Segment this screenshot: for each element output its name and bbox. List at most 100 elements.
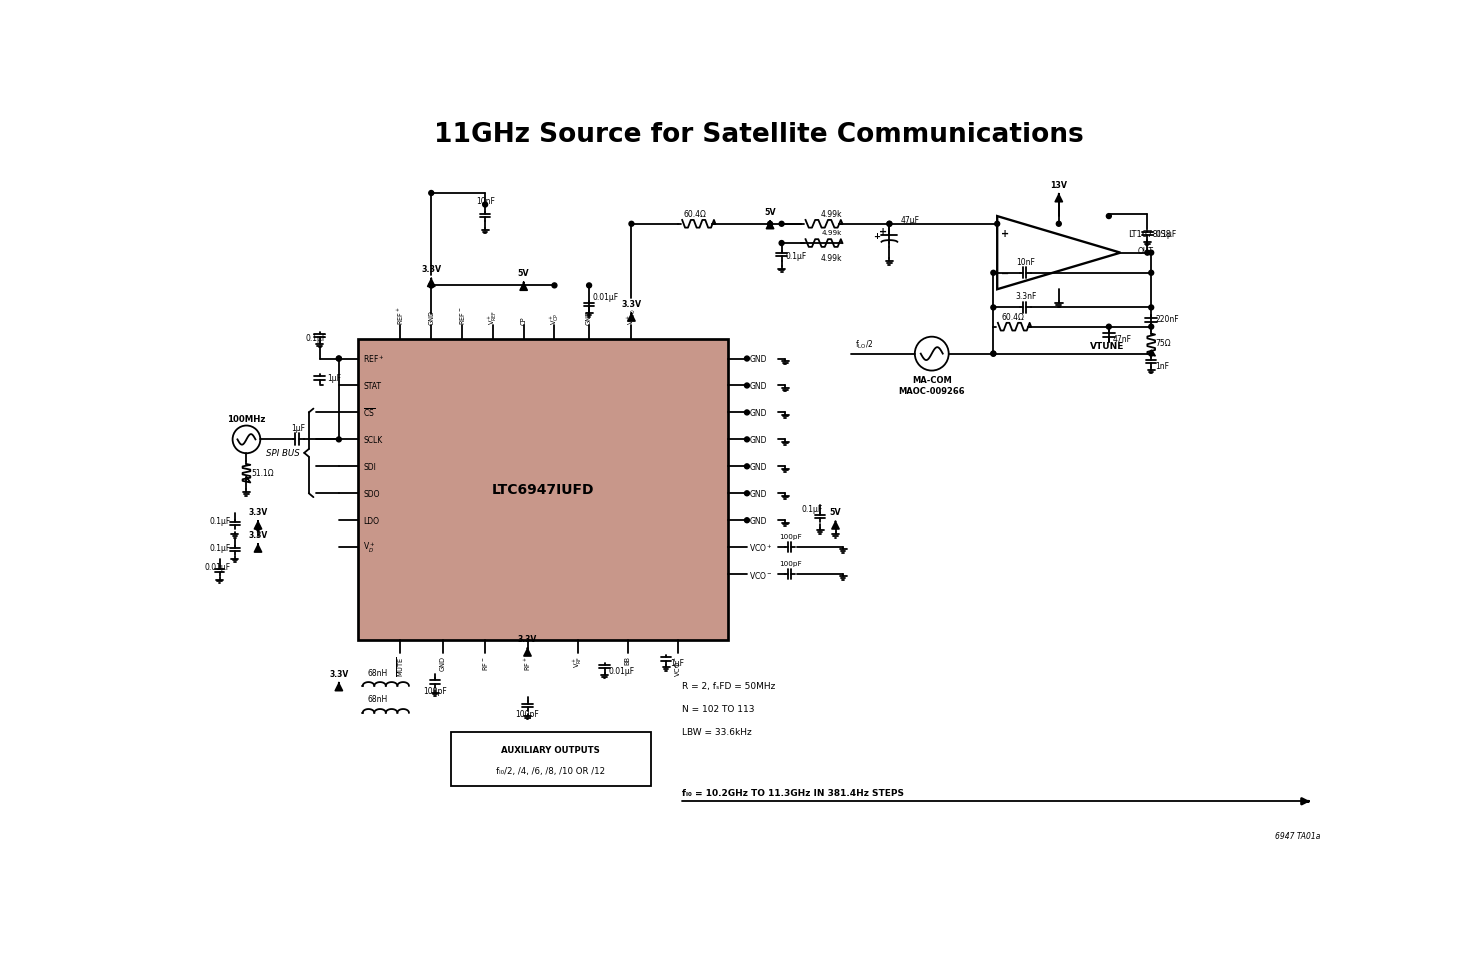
Circle shape [552,283,556,288]
Text: MAOC-009266: MAOC-009266 [898,386,965,396]
Circle shape [887,222,892,227]
Circle shape [992,271,996,276]
Circle shape [744,518,749,523]
Bar [358,340,728,640]
Text: 5V: 5V [518,269,530,278]
Circle shape [1148,271,1154,276]
Text: 4.99k: 4.99k [821,254,842,262]
Text: 0.01μF: 0.01μF [204,562,231,572]
Text: RF$^-$: RF$^-$ [481,655,490,670]
Text: LDO: LDO [364,516,379,525]
Text: REF$^+$: REF$^+$ [364,354,385,365]
Circle shape [1148,306,1154,310]
Circle shape [744,410,749,415]
Bar [450,732,651,786]
Circle shape [992,306,996,310]
Text: V$_D^+$: V$_D^+$ [364,540,376,554]
Text: 0.1μF: 0.1μF [802,504,823,513]
Text: f$_{\rm LO}$/2: f$_{\rm LO}$/2 [855,338,873,351]
Text: CP: CP [521,316,527,325]
Text: V$_{\rm REF}^+$: V$_{\rm REF}^+$ [487,309,499,325]
Text: GND: GND [440,655,445,670]
Text: VCO$^+$: VCO$^+$ [749,542,773,554]
Circle shape [1146,251,1150,256]
Text: $\overline{\rm MUTE}$: $\overline{\rm MUTE}$ [395,655,406,676]
Circle shape [429,283,434,288]
Text: SPI BUS: SPI BUS [266,449,299,457]
Text: V$_{\rm RF}^+$: V$_{\rm RF}^+$ [571,655,583,668]
Circle shape [429,191,434,196]
Text: 11GHz Source for Satellite Communications: 11GHz Source for Satellite Communication… [434,121,1083,148]
Text: VCO$^-$: VCO$^-$ [749,569,773,580]
Text: V$_{\rm VCO}^+$: V$_{\rm VCO}^+$ [626,308,638,325]
Text: 6947 TA01a: 6947 TA01a [1276,831,1320,840]
Text: GND: GND [586,309,592,325]
Text: 3.3V: 3.3V [518,634,537,643]
Text: REF$^-$: REF$^-$ [457,306,466,325]
Text: 4.99k: 4.99k [821,209,842,218]
Circle shape [586,283,592,288]
Circle shape [887,222,892,227]
Circle shape [629,222,633,227]
Text: 0.1μF: 0.1μF [1154,230,1177,238]
Text: SCLK: SCLK [364,435,383,444]
Circle shape [1148,251,1154,256]
Text: 4.99k: 4.99k [821,230,842,236]
Circle shape [995,222,999,227]
Text: 1μF: 1μF [327,373,342,382]
Text: 3.3nF: 3.3nF [1015,292,1036,301]
Text: GND: GND [749,462,767,471]
Circle shape [744,437,749,442]
Text: GND: GND [428,309,434,325]
Text: 51.1Ω: 51.1Ω [252,469,274,478]
Text: GND: GND [749,489,767,498]
Text: 100pF: 100pF [423,686,447,695]
Text: LT1678IS8: LT1678IS8 [1128,230,1171,238]
Text: RF$^+$: RF$^+$ [522,655,533,670]
Text: GND: GND [749,382,767,390]
Text: +: + [873,232,881,240]
Circle shape [1148,352,1154,357]
Text: BB: BB [625,655,630,664]
Text: 1μF: 1μF [670,658,684,668]
Circle shape [1107,325,1111,330]
Text: SDI: SDI [364,462,376,471]
Text: VTUNE: VTUNE [1089,341,1123,351]
Text: GND: GND [749,355,767,363]
Text: 1nF: 1nF [1154,361,1169,370]
Text: N = 102 TO 113: N = 102 TO 113 [681,704,753,714]
Text: 10nF: 10nF [475,196,494,206]
Text: MA-COM: MA-COM [912,376,952,384]
Text: AUXILIARY OUTPUTS: AUXILIARY OUTPUTS [502,745,599,754]
Circle shape [992,352,996,357]
Circle shape [482,203,487,208]
Text: 100pF: 100pF [780,534,802,540]
Text: 3.3V: 3.3V [249,507,268,516]
Circle shape [744,491,749,496]
Text: 13V: 13V [1051,181,1067,189]
Text: fₗ₀ = 10.2GHz TO 11.3GHz IN 381.4Hz STEPS: fₗ₀ = 10.2GHz TO 11.3GHz IN 381.4Hz STEP… [681,788,903,797]
Text: 3.3V: 3.3V [622,300,641,308]
Circle shape [256,526,260,530]
Circle shape [1057,222,1061,227]
Circle shape [744,464,749,469]
Text: STAT: STAT [364,382,382,390]
Text: 100pF: 100pF [780,561,802,567]
Circle shape [336,357,342,361]
Text: 5V: 5V [764,208,776,216]
Text: $\overline{\rm CS}$: $\overline{\rm CS}$ [364,407,376,419]
Text: 60.4Ω: 60.4Ω [684,210,706,219]
Text: GND: GND [749,516,767,525]
Text: +: + [1000,229,1009,238]
Text: +: + [879,227,887,237]
Text: SDO: SDO [364,489,380,498]
Text: 0.1μF: 0.1μF [210,516,231,525]
Text: 220nF: 220nF [1154,315,1178,324]
Text: 47μF: 47μF [901,216,921,225]
Text: −: − [1000,268,1009,279]
Text: 60.4Ω: 60.4Ω [1000,313,1024,322]
Text: 3.3V: 3.3V [249,530,268,539]
Circle shape [429,283,434,288]
Text: 0.1μF: 0.1μF [786,252,807,260]
Text: 75Ω: 75Ω [1154,338,1171,347]
